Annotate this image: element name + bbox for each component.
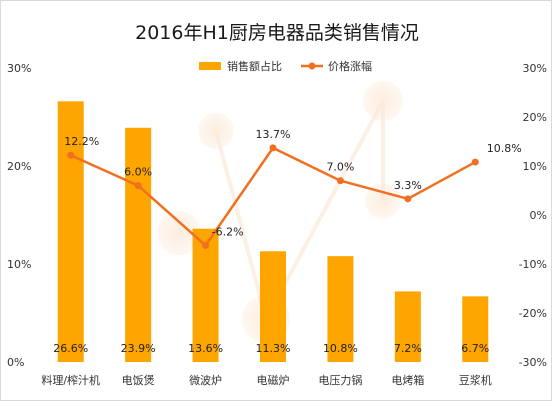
- legend-label-line: 价格涨幅: [328, 59, 372, 73]
- bar-value-label: 10.8%: [323, 342, 358, 355]
- right-tick-label: 20%: [523, 111, 547, 124]
- right-tick-label: 0%: [530, 209, 547, 222]
- bar-6: [462, 296, 489, 362]
- bar-2: [192, 228, 219, 362]
- category-label: 电磁炉: [257, 374, 290, 387]
- bar-value-label: 13.6%: [188, 342, 223, 355]
- category-axis: 料理/榨汁机 电饭煲 微波炉 电磁炉 电压力锅 电烤箱 豆浆机: [41, 373, 491, 387]
- right-tick-label: 30%: [523, 62, 547, 75]
- line-point-5: [404, 195, 412, 203]
- legend-swatch-dot: [308, 62, 316, 70]
- category-label: 电压力锅: [318, 374, 362, 387]
- line-point-2: [202, 241, 210, 249]
- right-tick-label: -20%: [519, 307, 547, 320]
- bar-1: [125, 127, 152, 362]
- left-tick-label: 0%: [7, 356, 24, 369]
- bar-value-label: 6.7%: [461, 342, 489, 355]
- line-point-6: [471, 158, 479, 166]
- category-label: 电饭煲: [122, 374, 155, 387]
- right-axis: -30% -20% -10% 0% 10% 20% 30%: [519, 62, 547, 369]
- line-value-label: 10.8%: [487, 142, 522, 155]
- bar-4: [327, 256, 354, 362]
- legend: 销售额占比 价格涨幅: [199, 59, 372, 73]
- line-value-label: 6.0%: [124, 166, 152, 179]
- bar-3: [260, 251, 286, 362]
- right-tick-label: -10%: [519, 258, 547, 271]
- chart-title: 2016年H1厨房电器品类销售情况: [135, 22, 419, 44]
- bar-0: [57, 101, 84, 362]
- category-label: 豆浆机: [459, 373, 492, 387]
- left-tick-label: 30%: [7, 62, 31, 75]
- legend-swatch-bar: [199, 62, 221, 70]
- left-tick-label: 10%: [7, 258, 31, 271]
- bar-value-label: 23.9%: [121, 342, 156, 355]
- legend-label-bar: 销售额占比: [227, 59, 282, 73]
- category-label: 微波炉: [189, 373, 222, 387]
- category-label: 料理/榨汁机: [41, 373, 100, 387]
- line-series: 12.2% 6.0% -6.2% 13.7% 7.0% 3.3% 10.8%: [64, 128, 522, 249]
- left-axis: 0% 10% 20% 30%: [7, 62, 31, 369]
- bar-series: 26.6% 23.9% 13.6% 11.3% 10.8% 7.2% 6.7%: [53, 101, 489, 362]
- line-point-3: [269, 144, 277, 152]
- bar-value-label: 26.6%: [53, 342, 88, 355]
- left-tick-label: 20%: [7, 160, 31, 173]
- right-tick-label: 10%: [523, 160, 547, 173]
- line-value-label: 12.2%: [64, 135, 99, 148]
- line-value-label: 7.0%: [326, 161, 354, 174]
- line-value-label: 3.3%: [394, 179, 422, 192]
- right-tick-label: -30%: [519, 356, 547, 369]
- category-label: 电烤箱: [391, 373, 424, 387]
- line-point-4: [336, 177, 344, 185]
- bar-value-label: 7.2%: [394, 342, 422, 355]
- bar-5: [394, 291, 421, 362]
- bar-value-label: 11.3%: [256, 342, 291, 355]
- line-value-label: -6.2%: [212, 225, 244, 238]
- line-value-label: 13.7%: [256, 128, 291, 141]
- line-point-0: [67, 151, 75, 159]
- line-point-1: [134, 182, 142, 190]
